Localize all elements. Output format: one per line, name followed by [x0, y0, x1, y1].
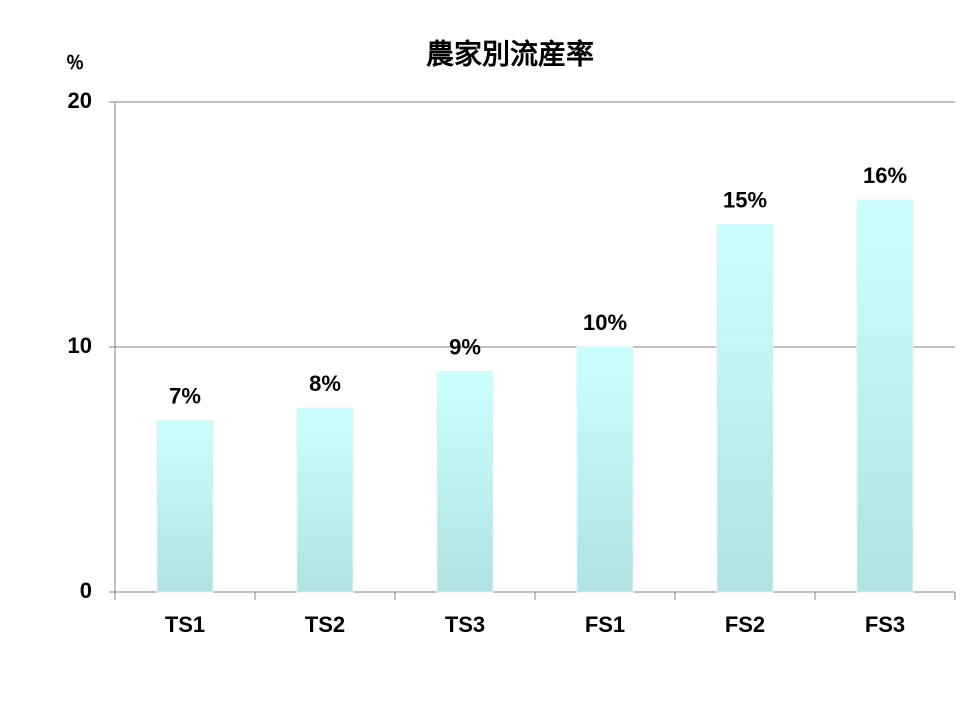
- bar: [716, 224, 774, 593]
- bar: [436, 371, 494, 593]
- y-tick-label: 20: [68, 88, 92, 113]
- value-label: 9%: [449, 334, 481, 359]
- x-tick-label: FS2: [725, 612, 765, 637]
- x-tick-label: TS3: [445, 612, 485, 637]
- x-tick-label: TS2: [305, 612, 345, 637]
- x-tick-label: TS1: [165, 612, 205, 637]
- y-axis-label: ％: [66, 53, 84, 73]
- bar: [576, 346, 634, 593]
- bar: [156, 420, 214, 593]
- chart-title: 農家別流産率: [426, 37, 594, 69]
- value-label: 15%: [723, 187, 767, 212]
- bar: [296, 407, 354, 593]
- value-label: 16%: [863, 163, 907, 188]
- value-label: 7%: [169, 383, 201, 408]
- value-label: 10%: [583, 310, 627, 335]
- x-tick-label: FS1: [585, 612, 625, 637]
- value-label: 8%: [309, 371, 341, 396]
- y-tick-label: 10: [68, 333, 92, 358]
- y-tick-label: 0: [80, 578, 92, 603]
- bar: [856, 199, 914, 593]
- x-tick-label: FS3: [865, 612, 905, 637]
